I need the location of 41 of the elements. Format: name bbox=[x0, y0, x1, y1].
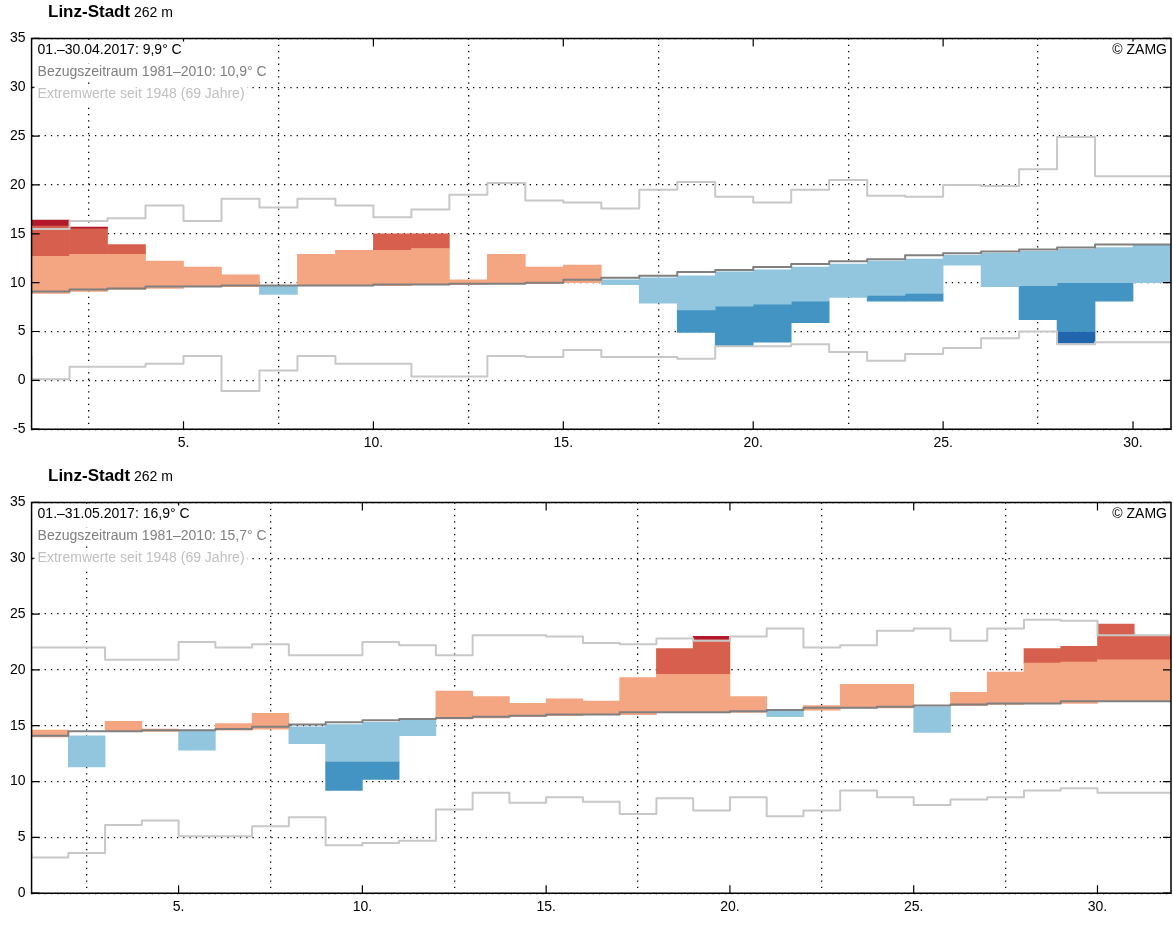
annotation: 01.–30.04.2017: 9,9° C bbox=[37, 41, 182, 58]
chart-subtitle: 262 m bbox=[133, 468, 173, 484]
y-tick-label: 10 bbox=[9, 273, 26, 290]
y-tick-label: 25 bbox=[9, 126, 26, 143]
y-tick-label: 20 bbox=[9, 175, 26, 192]
annotation: 01.–31.05.2017: 16,9° C bbox=[37, 505, 190, 522]
x-tick-label: 15. bbox=[536, 898, 556, 915]
y-tick-label: 30 bbox=[9, 78, 26, 95]
x-tick-label: 15. bbox=[553, 434, 574, 451]
y-tick-label: 20 bbox=[9, 660, 26, 677]
chart-subtitle: 262 m bbox=[133, 4, 173, 20]
y-tick-label: 0 bbox=[17, 371, 26, 388]
y-tick-label: -5 bbox=[13, 420, 26, 437]
x-tick-label: 25. bbox=[903, 898, 924, 915]
y-tick-label: 35 bbox=[9, 493, 26, 510]
chart-title: Linz-Stadt bbox=[48, 466, 131, 485]
annotation: Extremwerte seit 1948 (69 Jahre) bbox=[37, 85, 245, 102]
y-tick-label: 35 bbox=[9, 29, 26, 46]
x-tick-label: 5. bbox=[172, 898, 185, 915]
annotation: Bezugszeitraum 1981–2010: 15,7° C bbox=[37, 527, 267, 544]
x-tick-label: 20. bbox=[743, 434, 763, 451]
x-tick-label: 30. bbox=[1087, 898, 1108, 915]
annotation: © ZAMG bbox=[1112, 41, 1168, 58]
annotation: Bezugszeitraum 1981–2010: 10,9° C bbox=[37, 63, 267, 80]
y-tick-label: 15 bbox=[9, 716, 26, 733]
x-tick-label: 5. bbox=[177, 434, 190, 451]
y-tick-label: 5 bbox=[17, 322, 26, 339]
y-tick-label: 0 bbox=[17, 884, 26, 901]
y-tick-label: 5 bbox=[17, 828, 26, 845]
chart-title: Linz-Stadt bbox=[48, 2, 131, 21]
x-tick-label: 30. bbox=[1123, 434, 1143, 451]
y-tick-label: 15 bbox=[9, 224, 26, 241]
annotation: Extremwerte seit 1948 (69 Jahre) bbox=[37, 549, 245, 566]
x-tick-label: 10. bbox=[363, 434, 384, 451]
annotation: © ZAMG bbox=[1112, 505, 1168, 522]
y-tick-label: 10 bbox=[9, 772, 26, 789]
x-tick-label: 25. bbox=[933, 434, 953, 451]
x-tick-label: 20. bbox=[720, 898, 740, 915]
y-tick-label: 30 bbox=[9, 549, 26, 566]
y-tick-label: 25 bbox=[9, 604, 26, 621]
x-tick-label: 10. bbox=[352, 898, 373, 915]
